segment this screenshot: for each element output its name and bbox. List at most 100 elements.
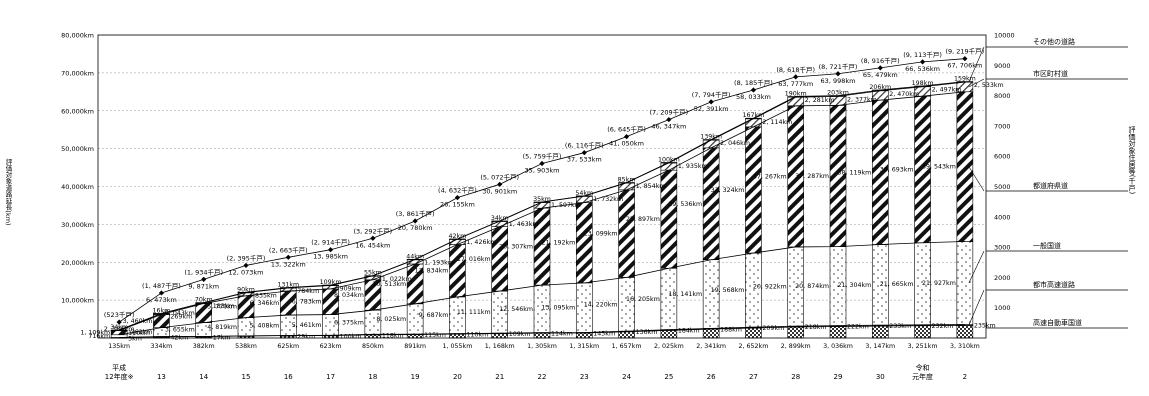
y-left-tick-label: 80,000km bbox=[61, 32, 94, 40]
category-label: 25 bbox=[664, 373, 673, 381]
y-right-tick-label: 2000 bbox=[994, 274, 1011, 282]
series-data-label: 203km bbox=[827, 90, 849, 97]
households-label: (3, 292千戸) bbox=[353, 226, 392, 235]
households-label: (7, 794千戸) bbox=[692, 90, 731, 99]
series-data-label: 110km bbox=[128, 330, 150, 337]
series-data-label: 334km bbox=[151, 343, 173, 350]
series-data-label: 10, 513km bbox=[372, 281, 406, 288]
series-data-label: 184km bbox=[678, 328, 700, 335]
y-right-tick-label: 1000 bbox=[994, 304, 1011, 312]
households-point bbox=[497, 181, 503, 187]
bar-segment bbox=[618, 277, 635, 332]
series-data-label: 1, 022km bbox=[382, 276, 412, 283]
series-data-label: 891km bbox=[404, 343, 426, 350]
category-label: 24 bbox=[622, 373, 631, 381]
households-label: (7, 209千戸) bbox=[649, 108, 688, 117]
bar-segment bbox=[491, 226, 509, 292]
category-label: 22 bbox=[538, 373, 547, 381]
category-label: 元年度 bbox=[912, 372, 933, 381]
y-right-tick-label: 9000 bbox=[994, 62, 1011, 70]
series-data-label: 145km bbox=[593, 330, 615, 337]
series-data-label: 13, 834km bbox=[415, 268, 449, 275]
series-data-label: 209km bbox=[762, 325, 784, 332]
households-point bbox=[370, 235, 376, 241]
series-data-label: 20, 307km bbox=[499, 244, 533, 251]
series-data-label: 1, 109km bbox=[80, 330, 110, 337]
series-data-label: 1, 193km bbox=[424, 259, 454, 266]
households-point bbox=[539, 160, 545, 167]
category-label: 19 bbox=[411, 373, 420, 381]
bar-segment bbox=[702, 328, 720, 339]
series-data-label: 198km bbox=[912, 80, 934, 87]
series-data-label: 4, 819km bbox=[207, 324, 237, 331]
series-data-label: 21, 192km bbox=[541, 240, 575, 247]
series-data-label: 2, 114km bbox=[762, 119, 792, 126]
bar-segment bbox=[745, 327, 762, 339]
y-right-tick-label: 5000 bbox=[994, 183, 1011, 191]
series-data-label: 29km bbox=[297, 334, 315, 341]
series-data-label: 18, 141km bbox=[668, 291, 702, 298]
households-label: (8, 721千戸) bbox=[819, 62, 858, 71]
households-point bbox=[285, 254, 291, 260]
total-label: 12, 073km bbox=[229, 268, 264, 276]
bar-segment bbox=[956, 241, 974, 325]
category-label: 28 bbox=[791, 373, 800, 381]
series-boundary-line bbox=[118, 81, 965, 331]
series-data-label: 382km bbox=[193, 343, 215, 350]
bar-segment bbox=[575, 202, 593, 284]
series-boundary-line bbox=[119, 241, 965, 336]
households-label: (4, 632千戸) bbox=[438, 186, 477, 195]
series-data-label: 784km bbox=[297, 288, 319, 295]
category-label: 18 bbox=[368, 373, 377, 381]
series-data-label: 139km bbox=[700, 134, 722, 141]
series-data-label: 25, 897km bbox=[626, 216, 660, 223]
households-label: (523千戸) bbox=[104, 310, 134, 319]
series-data-label: 38, 119km bbox=[837, 169, 871, 176]
bar-segment bbox=[660, 330, 678, 339]
total-label: 66, 536km bbox=[905, 65, 940, 73]
households-point bbox=[412, 218, 418, 224]
series-data-label: 136km bbox=[636, 329, 658, 336]
households-label: (5, 759千戸) bbox=[523, 152, 562, 161]
y-left-tick-label: 20,000km bbox=[61, 259, 94, 267]
series-data-label: 716km bbox=[88, 333, 110, 340]
series-data-label: 5, 461km bbox=[292, 322, 322, 329]
series-data-label: 2, 281km bbox=[805, 97, 835, 104]
series-data-label: 206km bbox=[869, 84, 891, 91]
series-data-label: 35km bbox=[533, 196, 551, 203]
series-data-label: 6, 375km bbox=[334, 319, 364, 326]
series-data-label: 8, 025km bbox=[376, 316, 406, 323]
total-label: 30, 901km bbox=[482, 187, 517, 195]
series-data-label: 42km bbox=[449, 233, 467, 240]
series-data-label: 9, 687km bbox=[419, 312, 449, 319]
legend-connector bbox=[968, 46, 985, 82]
households-label: (6, 645千戸) bbox=[607, 125, 646, 134]
households-point bbox=[835, 71, 841, 77]
households-point bbox=[623, 134, 630, 140]
legend-label: 都道府県道 bbox=[1033, 181, 1068, 190]
bar-segment bbox=[660, 162, 678, 171]
series-data-label: 16km bbox=[153, 307, 171, 314]
total-label: 58, 033km bbox=[736, 93, 771, 101]
series-data-label: 625km bbox=[277, 343, 299, 350]
series-data-label: 114km bbox=[551, 331, 573, 338]
series-data-label: 5, 043km bbox=[165, 310, 195, 317]
households-label: (9, 219千戸) bbox=[945, 47, 984, 56]
series-data-label: 39, 543km bbox=[922, 164, 956, 171]
series-data-label: 2, 470km bbox=[889, 91, 919, 98]
series-data-label: 1, 315km bbox=[569, 343, 599, 350]
bar-segment bbox=[787, 326, 805, 339]
y-left-tick-label: 30,000km bbox=[61, 221, 94, 229]
series-data-label: 12, 546km bbox=[499, 306, 533, 313]
series-data-label: 14, 220km bbox=[584, 301, 618, 308]
series-data-label: 1, 732km bbox=[593, 196, 623, 203]
total-label: 52, 391km bbox=[694, 105, 729, 113]
series-data-label: 1, 854km bbox=[636, 183, 666, 190]
y-left-tick-label: 40,000km bbox=[61, 183, 94, 191]
bar-segment bbox=[660, 267, 678, 330]
series-data-label: 1, 426km bbox=[466, 239, 496, 246]
series-data-label: 5, 770km bbox=[207, 304, 237, 311]
series-data-label: 70km bbox=[195, 297, 213, 304]
bar-segment bbox=[702, 139, 720, 149]
series-data-label: 44km bbox=[406, 253, 424, 260]
